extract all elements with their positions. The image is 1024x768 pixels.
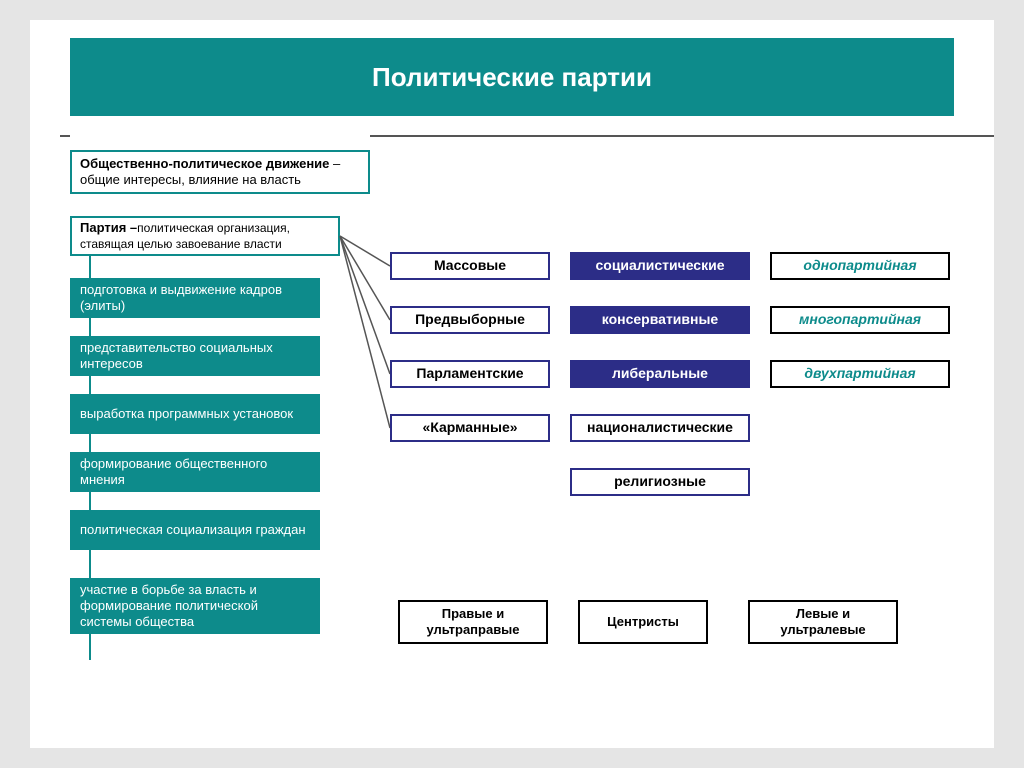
ideology-4: религиозные <box>570 468 750 496</box>
function-1: представительство социальных интересов <box>70 336 320 376</box>
title-text: Политические партии <box>372 62 652 93</box>
movement-box: Общественно-политическое движение – общи… <box>70 150 370 194</box>
party-text: Партия –политическая организация, ставящ… <box>80 220 330 253</box>
function-4: политическая социализация граждан <box>70 510 320 550</box>
slide: Политические партии Общественно-политиче… <box>30 20 994 748</box>
type-0: Массовые <box>390 252 550 280</box>
title-banner: Политические партии <box>70 38 954 116</box>
function-0: подготовка и выдвижение кадров (элиты) <box>70 278 320 318</box>
system-0: однопартийная <box>770 252 950 280</box>
function-2: выработка программных установок <box>70 394 320 434</box>
topline-left <box>60 135 70 137</box>
system-2: двухпартийная <box>770 360 950 388</box>
ideology-2: либеральные <box>570 360 750 388</box>
function-3: формирование общественного мнения <box>70 452 320 492</box>
type-2: Парламентские <box>390 360 550 388</box>
type-3: «Карманные» <box>390 414 550 442</box>
spectrum-0: Правые и ультраправые <box>398 600 548 644</box>
spectrum-2: Левые и ультралевые <box>748 600 898 644</box>
function-5: участие в борьбе за власть и формировани… <box>70 578 320 634</box>
ideology-3: националистические <box>570 414 750 442</box>
ideology-0: социалистические <box>570 252 750 280</box>
type-1: Предвыборные <box>390 306 550 334</box>
party-box: Партия –политическая организация, ставящ… <box>70 216 340 256</box>
movement-text: Общественно-политическое движение – общи… <box>80 156 360 189</box>
system-1: многопартийная <box>770 306 950 334</box>
ideology-1: консервативные <box>570 306 750 334</box>
spectrum-1: Центристы <box>578 600 708 644</box>
topline-right <box>370 135 994 137</box>
